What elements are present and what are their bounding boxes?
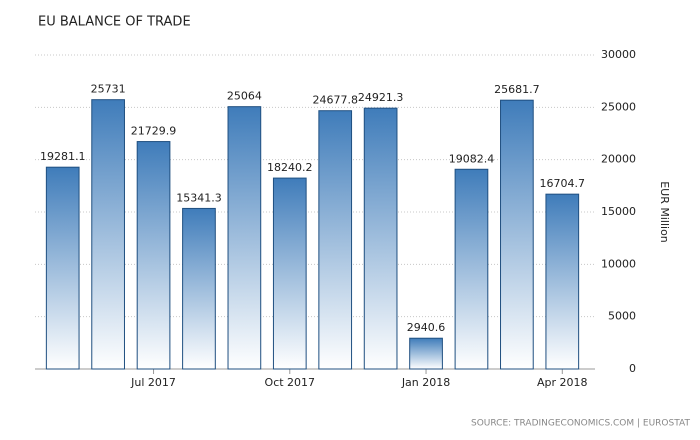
y-tick-label: 30000 (601, 48, 636, 61)
y-tick-label: 0 (629, 362, 636, 375)
y-tick-label: 5000 (608, 310, 636, 323)
value-label: 2940.6 (407, 321, 446, 334)
bar (182, 207, 216, 370)
value-label: 16704.7 (540, 177, 586, 190)
bar (45, 166, 80, 370)
y-tick-label: 15000 (601, 205, 636, 218)
x-tick-label: Jan 2018 (401, 376, 450, 389)
y-tick-label: 10000 (601, 257, 636, 270)
y-axis-label: EUR Million (658, 181, 671, 243)
value-label: 18240.2 (267, 161, 313, 174)
bar (545, 193, 580, 370)
chart-title: EU BALANCE OF TRADE (38, 15, 191, 30)
source: SOURCE: TRADINGECONOMICS.COM | EUROSTAT (471, 419, 691, 429)
bar (454, 168, 489, 370)
value-label: 25731 (91, 83, 126, 96)
bar (136, 141, 171, 370)
bar (409, 337, 443, 370)
value-label: 24677.8 (312, 94, 358, 107)
x-tick-label: Oct 2017 (265, 376, 316, 389)
bar (227, 106, 262, 370)
bar (272, 177, 307, 370)
bar (500, 99, 534, 370)
value-label: 25064 (227, 90, 262, 103)
bar (363, 107, 398, 370)
x-tick-label: Jul 2017 (130, 376, 176, 389)
value-label: 21729.9 (131, 125, 177, 138)
value-label: 25681.7 (494, 83, 540, 96)
bar (91, 99, 125, 370)
value-label: 19082.4 (449, 152, 495, 165)
y-tick-label: 25000 (601, 100, 636, 113)
value-label: 19281.1 (40, 150, 86, 163)
x-tick-label: Apr 2018 (537, 376, 588, 389)
bar (318, 110, 353, 370)
value-label: 15341.3 (176, 191, 222, 204)
value-label: 24921.3 (358, 91, 404, 104)
y-tick-label: 20000 (601, 153, 636, 166)
